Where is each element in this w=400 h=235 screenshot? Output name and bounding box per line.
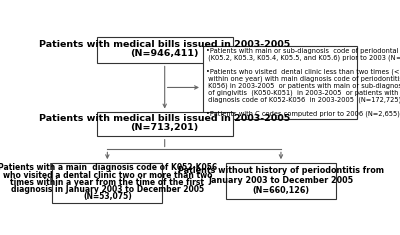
Text: January 2003 to December 2005: January 2003 to December 2005: [208, 176, 354, 185]
Text: Patients with medical bills issued in 2003-2005: Patients with medical bills issued in 20…: [39, 114, 290, 123]
Text: (N=946,411): (N=946,411): [130, 49, 199, 58]
Text: Patients without history of periodontitis from: Patients without history of periodontiti…: [178, 165, 384, 175]
Text: times within a year from the time of the first: times within a year from the time of the…: [10, 178, 204, 187]
Text: of gingivitis  (K050-K051)  in 2003-2005  or patients with sub-: of gingivitis (K050-K051) in 2003-2005 o…: [206, 90, 400, 96]
FancyBboxPatch shape: [96, 112, 233, 136]
Text: (N=713,201): (N=713,201): [130, 123, 199, 132]
Text: (N=660,126): (N=660,126): [252, 186, 310, 195]
Text: Patients with medical bills issued in 2003-2005: Patients with medical bills issued in 20…: [39, 39, 290, 49]
Text: •Patients with C codes computed prior to 2006 (N=2,655): •Patients with C codes computed prior to…: [206, 110, 400, 117]
Text: diagnosis in January 2003 to December 2005: diagnosis in January 2003 to December 20…: [11, 185, 204, 194]
Text: diagnosis code of K052-K056  in 2003-2005  (N=172,725): diagnosis code of K052-K056 in 2003-2005…: [206, 97, 400, 103]
FancyBboxPatch shape: [204, 46, 357, 119]
Text: K056) in 2003-2005  or patients with main or sub-diagnosis  code: K056) in 2003-2005 or patients with main…: [206, 83, 400, 89]
Text: who visited a dental clinic two or more than two: who visited a dental clinic two or more …: [2, 171, 212, 180]
FancyBboxPatch shape: [96, 37, 233, 63]
Text: (N=53,075): (N=53,075): [83, 192, 132, 201]
Text: •Patients who visited  dental clinic less than two times (< 2 visits: •Patients who visited dental clinic less…: [206, 69, 400, 75]
Text: (K05.2, K05.3, K05.4, K05.5, and K05.6) prior to 2003 (N = 57,830): (K05.2, K05.3, K05.4, K05.5, and K05.6) …: [206, 55, 400, 61]
Text: Patients with a main  diagnosis code of K052-K056: Patients with a main diagnosis code of K…: [0, 164, 217, 172]
Text: within one year) with main diagnosis code of periodontitis  (K052-: within one year) with main diagnosis cod…: [206, 76, 400, 82]
Text: •Patients with main or sub-diagnosis  code of periodontal  disease: •Patients with main or sub-diagnosis cod…: [206, 48, 400, 54]
FancyBboxPatch shape: [226, 163, 336, 199]
FancyBboxPatch shape: [52, 163, 162, 203]
